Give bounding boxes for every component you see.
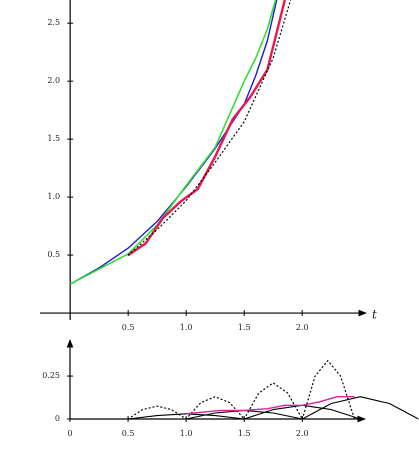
x-tick-label: 2.0 <box>296 429 309 438</box>
x-tick-label: 1.0 <box>180 429 193 438</box>
y-tick-label: 0.25 <box>42 371 60 380</box>
x-tick-label: 0 <box>67 429 72 438</box>
series-line <box>302 396 419 420</box>
series-line <box>69 0 278 285</box>
series-line <box>186 396 355 415</box>
x-tick-label: 1.0 <box>180 323 193 332</box>
y-tick-label: 1.0 <box>47 192 60 201</box>
x-tick-label: 0.5 <box>122 323 135 332</box>
series-line <box>127 0 286 257</box>
y-tick-label: 0.5 <box>47 250 60 259</box>
y-tick-label: 2.0 <box>47 76 60 85</box>
series-line <box>127 0 292 256</box>
x-tick-label: 1.5 <box>238 429 251 438</box>
y-tick-label: 0 <box>55 414 60 423</box>
series-line <box>69 0 277 285</box>
x-tick-label: 2.0 <box>296 323 309 332</box>
x-axis-label: t <box>372 308 377 322</box>
y-tick-label: 1.5 <box>47 134 60 143</box>
series-line <box>127 360 356 420</box>
y-tick-label: 2.5 <box>47 18 60 27</box>
x-tick-label: 0.5 <box>122 429 135 438</box>
x-tick-label: 1.5 <box>238 323 251 332</box>
